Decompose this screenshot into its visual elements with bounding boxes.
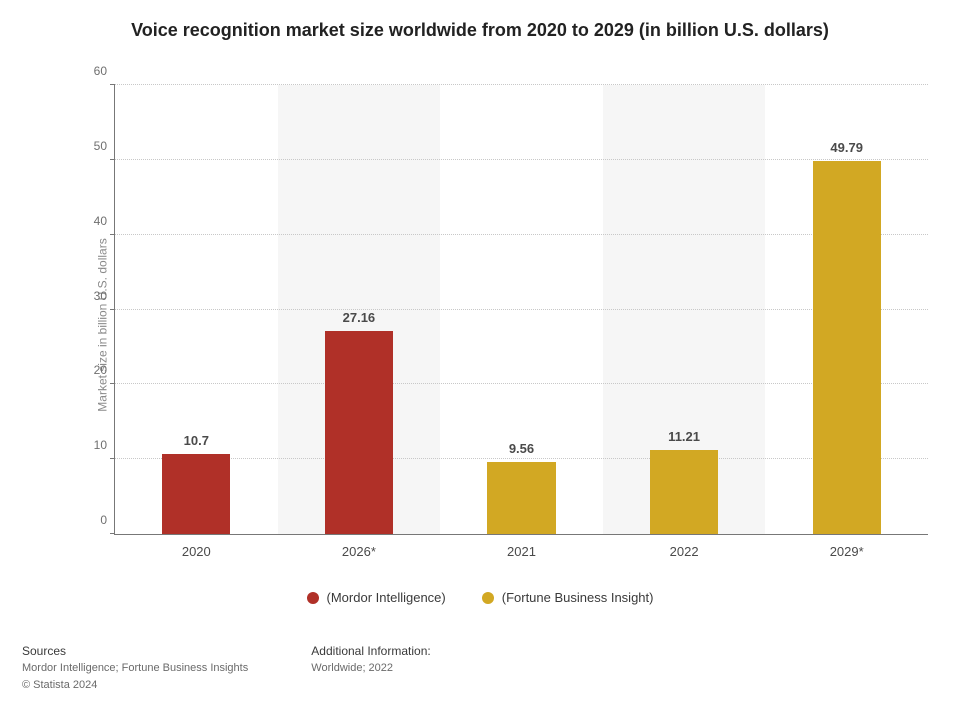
- sources-header: Sources: [22, 642, 248, 660]
- grid-line: [115, 159, 928, 160]
- y-tick-label: 60: [94, 64, 107, 78]
- grid-line: [115, 458, 928, 459]
- y-tick-mark: [110, 533, 115, 534]
- bar: 10.7: [162, 454, 230, 534]
- chart-area: Market size in billion U.S. dollars 0102…: [78, 85, 928, 565]
- y-tick-mark: [110, 159, 115, 160]
- legend-swatch: [482, 592, 494, 604]
- bar-value-label: 27.16: [343, 310, 376, 325]
- grid-line: [115, 383, 928, 384]
- bar: 49.79: [813, 161, 881, 534]
- bar: 11.21: [650, 450, 718, 534]
- y-tick-label: 30: [94, 289, 107, 303]
- legend-item: (Fortune Business Insight): [482, 590, 654, 605]
- bar-value-label: 10.7: [184, 433, 209, 448]
- legend-item: (Mordor Intelligence): [307, 590, 446, 605]
- legend-label: (Fortune Business Insight): [502, 590, 654, 605]
- bar-value-label: 9.56: [509, 441, 534, 456]
- bar-value-label: 49.79: [830, 140, 863, 155]
- additional-header: Additional Information:: [311, 642, 430, 660]
- x-tick-label: 2026*: [342, 544, 376, 559]
- grid-line: [115, 234, 928, 235]
- bar-value-label: 11.21: [668, 429, 700, 444]
- footer-additional: Additional Information: Worldwide; 2022: [311, 642, 430, 677]
- bar: 27.16: [325, 331, 393, 534]
- x-tick-label: 2020: [182, 544, 211, 559]
- plot-region: 010203040506010.7202027.162026*9.5620211…: [114, 85, 928, 535]
- y-tick-label: 20: [94, 363, 107, 377]
- chart-title: Voice recognition market size worldwide …: [0, 0, 960, 50]
- y-tick-mark: [110, 383, 115, 384]
- x-tick-label: 2029*: [830, 544, 864, 559]
- sources-line: Mordor Intelligence; Fortune Business In…: [22, 660, 248, 677]
- copyright: © Statista 2024: [22, 677, 248, 694]
- x-tick-label: 2022: [670, 544, 699, 559]
- y-tick-label: 50: [94, 139, 107, 153]
- y-tick-label: 0: [100, 513, 107, 527]
- legend: (Mordor Intelligence) (Fortune Business I…: [0, 590, 960, 607]
- y-tick-mark: [110, 234, 115, 235]
- grid-line: [115, 309, 928, 310]
- legend-label: (Mordor Intelligence): [327, 590, 446, 605]
- x-tick-label: 2021: [507, 544, 536, 559]
- y-tick-label: 10: [94, 438, 107, 452]
- additional-line: Worldwide; 2022: [311, 660, 430, 677]
- bar: 9.56: [487, 462, 555, 534]
- footer-sources: Sources Mordor Intelligence; Fortune Bus…: [22, 642, 248, 693]
- legend-swatch: [307, 592, 319, 604]
- grid-line: [115, 84, 928, 85]
- y-axis-title: Market size in billion U.S. dollars: [96, 238, 110, 411]
- y-tick-label: 40: [94, 214, 107, 228]
- y-tick-mark: [110, 84, 115, 85]
- y-tick-mark: [110, 458, 115, 459]
- footer: Sources Mordor Intelligence; Fortune Bus…: [22, 642, 491, 693]
- y-tick-mark: [110, 309, 115, 310]
